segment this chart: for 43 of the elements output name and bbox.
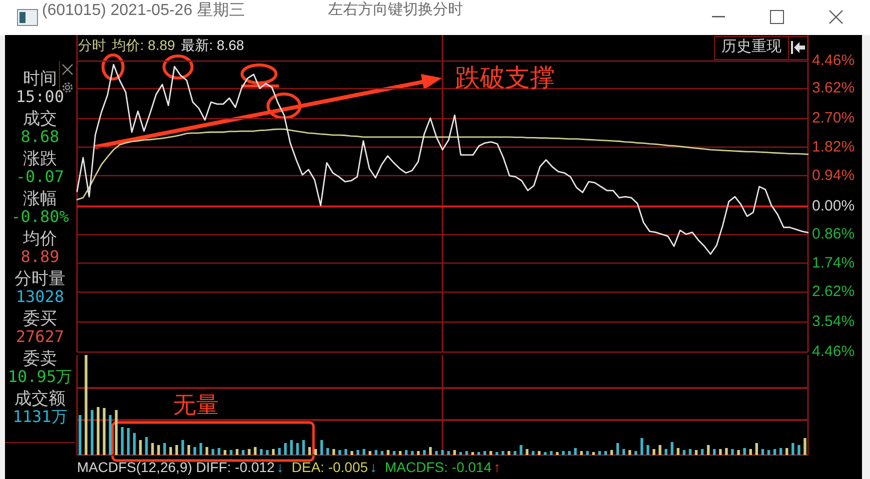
text: MACDFS(12,26,9) DIFF: -0.012	[77, 459, 275, 475]
annotation: 跌破支撑	[455, 64, 555, 92]
y-tick-label: 3.62%	[812, 80, 855, 97]
y-tick-label: 2.70%	[812, 110, 855, 127]
text: -0.80%	[11, 207, 69, 226]
y-tick-label: 1.82%	[812, 138, 855, 156]
text: 均价	[23, 229, 57, 248]
text: 分时量	[14, 269, 66, 288]
button: 历史重现	[714, 36, 808, 60]
text: 左右方向键切换分时	[328, 1, 463, 18]
text: ↓	[276, 459, 284, 475]
legend-title: 分时	[78, 36, 106, 53]
text: MACDFS: -0.014	[384, 459, 492, 475]
text: 涨跌	[23, 149, 57, 168]
text: 1131万	[12, 407, 68, 426]
y-tick-label: 1.74%	[812, 254, 855, 272]
text: ↑	[493, 459, 500, 475]
y-tick-label: 0.00%	[812, 198, 855, 215]
text: 时间	[23, 69, 57, 88]
text: 涨幅	[23, 189, 57, 208]
y-tick-label: 0.94%	[812, 166, 855, 184]
y-tick-label: 2.62%	[812, 283, 855, 300]
text: 27627	[16, 327, 64, 346]
text: 成交额	[14, 389, 66, 408]
text: 委卖	[23, 349, 57, 368]
text: 13028	[16, 287, 64, 306]
text: 均价: 8.89	[111, 36, 176, 53]
chart-title: (601015) 2021-05-26 星期三	[42, 2, 245, 19]
y-tick-label: 4.46%	[812, 52, 855, 70]
text: 8.89	[20, 247, 60, 266]
text: -0.07	[16, 167, 64, 186]
text: 10.95万	[8, 367, 72, 386]
text: 8.68	[20, 127, 60, 146]
text: 委买	[23, 309, 57, 328]
text: 15:00	[16, 87, 64, 106]
text: DEA: -0.005	[292, 459, 368, 475]
text: 成交	[23, 109, 57, 128]
y-tick-label: 4.46%	[812, 343, 855, 360]
text: ↓	[370, 459, 377, 475]
y-tick-label: 3.54%	[812, 313, 855, 330]
series-label: 最新: 8.68	[181, 36, 244, 53]
annotation: 无量	[173, 391, 219, 418]
y-tick-label: 0.86%	[812, 226, 855, 243]
